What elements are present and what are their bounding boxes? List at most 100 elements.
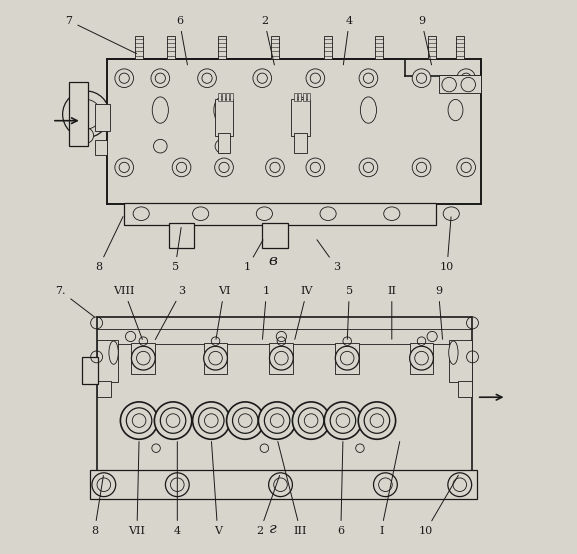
Circle shape: [265, 158, 284, 177]
Bar: [204, 343, 227, 374]
Bar: [226, 93, 229, 101]
Bar: [90, 470, 477, 499]
Text: 2: 2: [261, 16, 275, 65]
Circle shape: [461, 78, 475, 92]
Ellipse shape: [133, 207, 149, 220]
Circle shape: [412, 69, 431, 88]
Text: IV: IV: [295, 286, 313, 339]
Circle shape: [193, 402, 230, 439]
Bar: [95, 104, 110, 131]
Bar: [458, 381, 473, 397]
Text: 5: 5: [171, 228, 181, 272]
Bar: [95, 140, 107, 155]
Text: V: V: [212, 442, 222, 536]
Text: 8: 8: [91, 475, 103, 536]
Circle shape: [204, 346, 227, 370]
Text: II: II: [387, 286, 396, 339]
Bar: [302, 93, 306, 101]
Bar: [298, 93, 301, 101]
Bar: [82, 357, 98, 384]
Circle shape: [269, 346, 293, 370]
Text: 6: 6: [338, 442, 344, 536]
Bar: [456, 36, 463, 59]
Ellipse shape: [109, 341, 118, 365]
Circle shape: [410, 346, 433, 370]
Text: 9: 9: [418, 16, 432, 65]
Bar: [218, 134, 230, 152]
Text: 1: 1: [263, 286, 270, 339]
Circle shape: [132, 346, 155, 370]
Bar: [135, 36, 143, 59]
Ellipse shape: [361, 97, 377, 123]
Bar: [69, 83, 88, 146]
Circle shape: [151, 69, 170, 88]
Circle shape: [172, 158, 191, 177]
Circle shape: [63, 91, 110, 138]
Circle shape: [359, 69, 378, 88]
Circle shape: [198, 69, 216, 88]
Circle shape: [78, 128, 93, 143]
Text: VI: VI: [216, 286, 230, 339]
Bar: [167, 36, 175, 59]
Circle shape: [155, 402, 192, 439]
Ellipse shape: [448, 100, 463, 121]
Text: 4: 4: [174, 442, 181, 536]
Circle shape: [359, 158, 378, 177]
Bar: [218, 93, 220, 101]
Bar: [375, 36, 383, 59]
Bar: [132, 343, 155, 374]
Bar: [449, 340, 473, 382]
Circle shape: [215, 158, 233, 177]
Bar: [218, 36, 226, 59]
Bar: [107, 59, 481, 203]
Bar: [124, 203, 436, 225]
Text: 7.: 7.: [55, 286, 95, 317]
Circle shape: [412, 158, 431, 177]
Bar: [271, 36, 279, 59]
Bar: [294, 93, 297, 101]
Circle shape: [457, 69, 475, 88]
Text: 4: 4: [343, 16, 353, 65]
Circle shape: [253, 69, 272, 88]
Bar: [307, 93, 310, 101]
Text: 6: 6: [176, 16, 188, 65]
Circle shape: [121, 402, 158, 439]
Circle shape: [115, 69, 133, 88]
Circle shape: [373, 473, 398, 496]
Circle shape: [293, 402, 330, 439]
Bar: [169, 223, 194, 248]
Text: III: III: [278, 442, 307, 536]
Circle shape: [166, 473, 189, 496]
Circle shape: [306, 69, 325, 88]
Text: г: г: [269, 522, 277, 536]
Circle shape: [448, 473, 471, 496]
Circle shape: [457, 158, 475, 177]
Text: VIII: VIII: [114, 286, 143, 340]
Text: VII: VII: [129, 442, 145, 536]
Bar: [96, 316, 473, 471]
Ellipse shape: [384, 207, 400, 220]
Text: в: в: [268, 254, 278, 268]
Circle shape: [153, 140, 167, 153]
Ellipse shape: [214, 97, 230, 123]
Circle shape: [269, 473, 293, 496]
Bar: [294, 134, 307, 152]
Text: I: I: [379, 442, 400, 536]
Circle shape: [335, 346, 359, 370]
Ellipse shape: [320, 207, 336, 220]
Circle shape: [306, 158, 325, 177]
Circle shape: [442, 78, 456, 92]
Bar: [96, 381, 111, 397]
Text: 10: 10: [419, 475, 458, 536]
Circle shape: [358, 402, 396, 439]
Bar: [335, 343, 359, 374]
Circle shape: [227, 402, 264, 439]
Ellipse shape: [193, 207, 209, 220]
Bar: [428, 36, 436, 59]
Bar: [230, 93, 233, 101]
Bar: [222, 93, 225, 101]
Circle shape: [324, 402, 362, 439]
Text: 1: 1: [244, 240, 263, 272]
Bar: [324, 36, 332, 59]
Ellipse shape: [293, 97, 309, 123]
